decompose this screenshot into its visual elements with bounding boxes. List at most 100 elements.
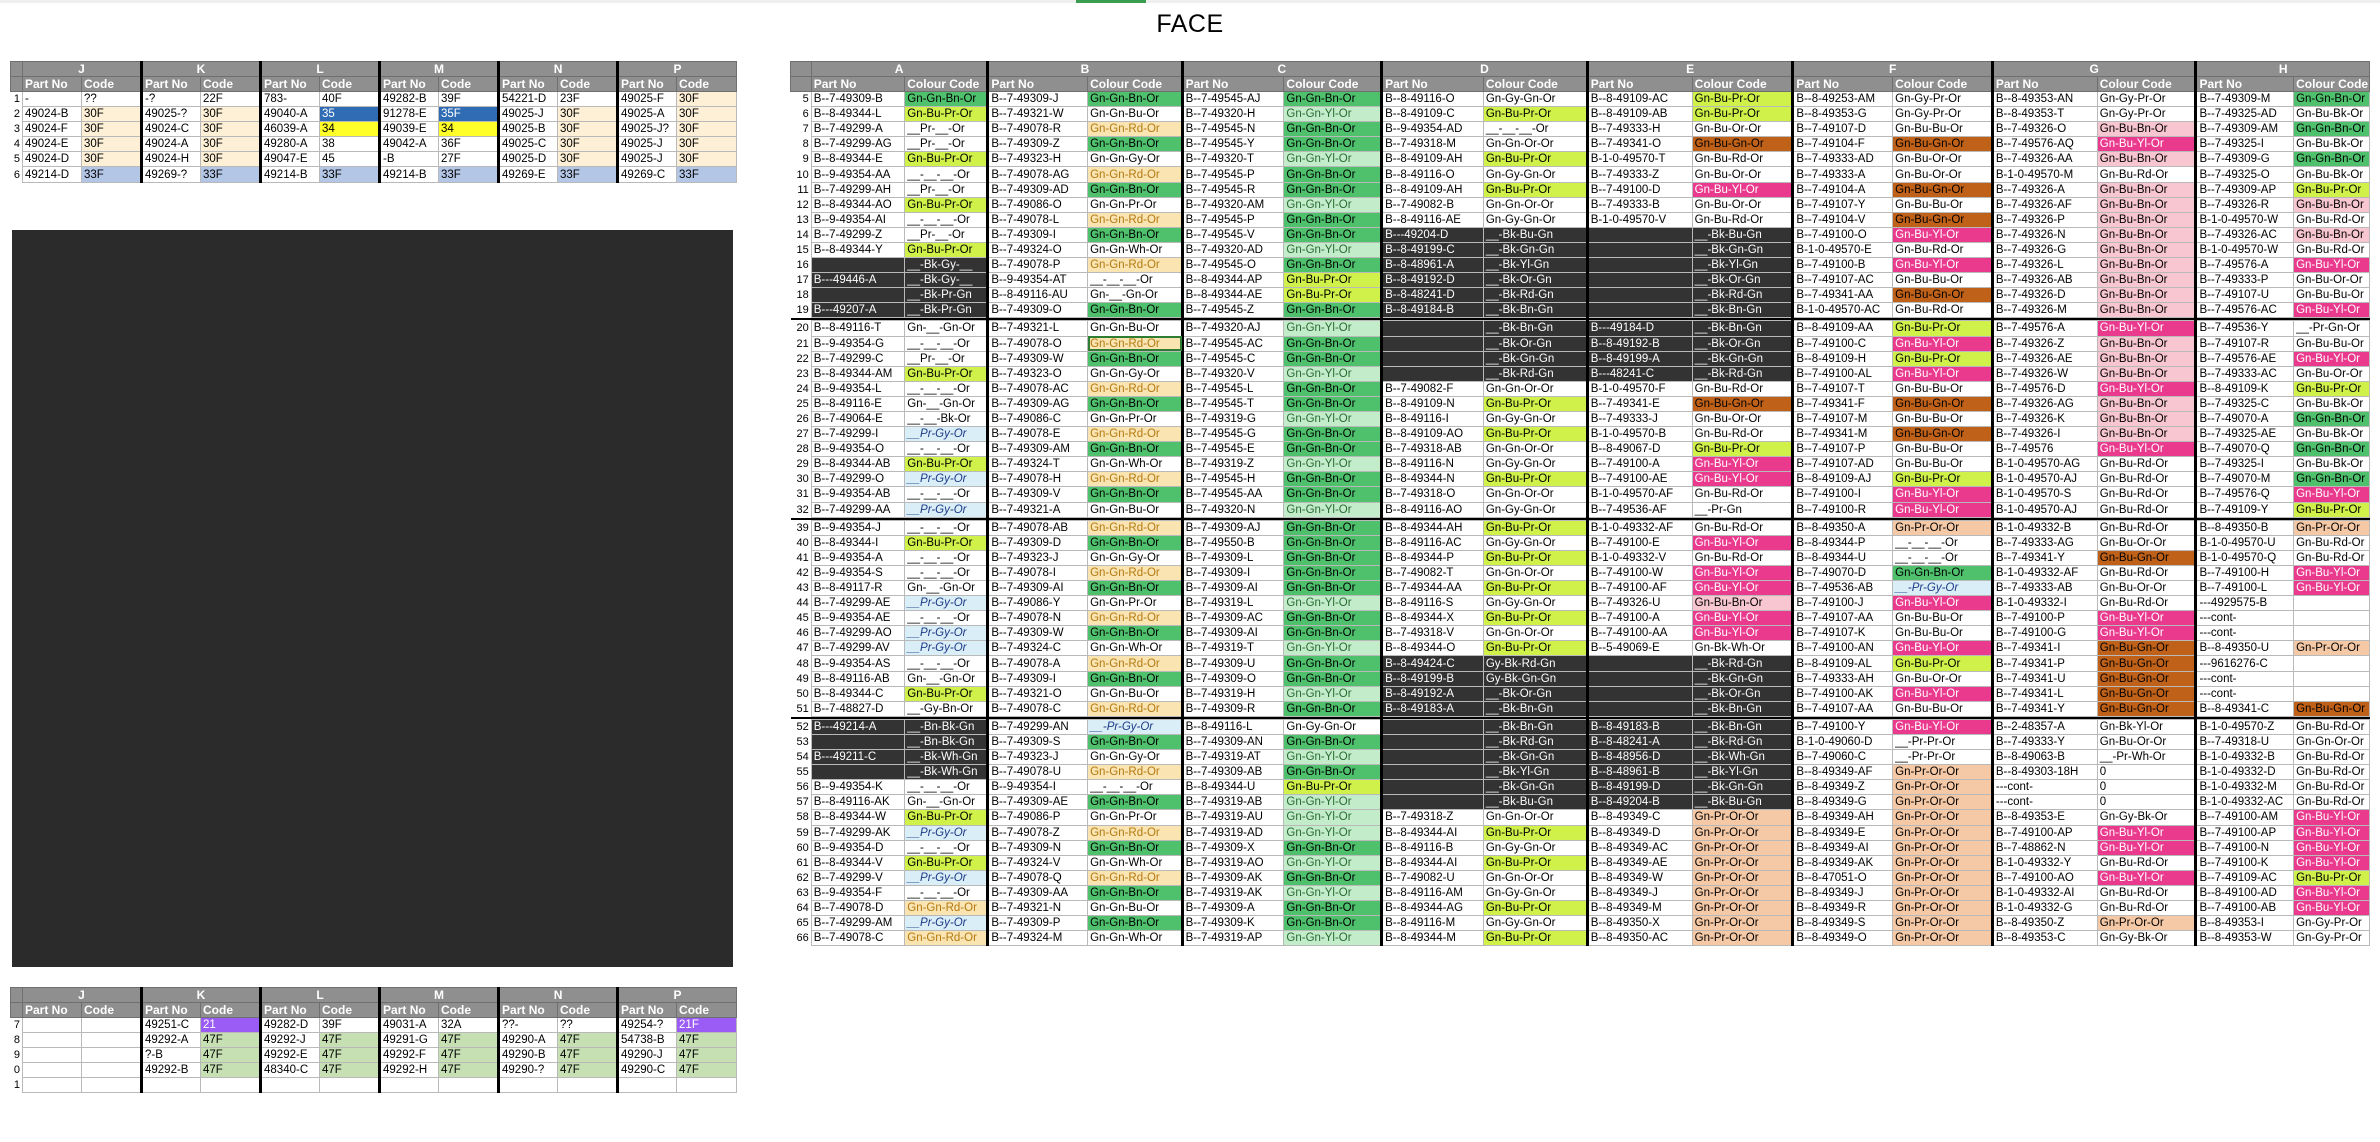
colour-code-cell[interactable]: Gn-Bu-Bu-Or <box>1892 380 1993 397</box>
colour-code-cell[interactable]: Gn-Bu-Pr-Or <box>904 365 989 382</box>
colour-code-cell[interactable]: 30F <box>81 121 142 138</box>
part-no-cell[interactable]: B--8-49349-S <box>1791 915 1894 932</box>
colour-code-cell[interactable]: Gn-Bu-Rd-Or <box>2096 884 2197 901</box>
part-no-cell[interactable]: 91278-E <box>378 106 440 123</box>
colour-code-cell[interactable]: Gn-Pr-Or-Or <box>1691 884 1794 901</box>
colour-code-cell[interactable]: __-Bn-Bk-Gn <box>904 733 989 751</box>
part-no-cell[interactable] <box>810 257 906 274</box>
part-no-cell[interactable]: B--7-49299-AM <box>810 915 906 932</box>
part-no-cell[interactable]: B--8-49344-AO <box>810 196 906 213</box>
part-no-cell[interactable]: B--7-49318-O <box>1380 486 1484 503</box>
part-no-cell[interactable]: B--7-49341-O <box>1585 136 1693 153</box>
colour-code-cell[interactable] <box>81 1077 142 1094</box>
row-number[interactable]: 6 <box>13 168 20 181</box>
colour-code-cell[interactable]: Gn-Gn-Bn-Or <box>1283 579 1383 597</box>
colour-code-cell[interactable]: Gn-Gn-Or-Or <box>1482 196 1588 213</box>
part-no-cell[interactable]: B--8-49349-AI <box>1791 839 1894 856</box>
colour-code-cell[interactable]: Gn-Bu-Yl-Or <box>1691 471 1794 488</box>
colour-code-cell[interactable]: Gn-Bu-Rd-Or <box>2293 241 2370 259</box>
part-no-cell[interactable]: B--7-49326-AE <box>1990 350 2098 367</box>
colour-code-cell[interactable]: Gn-Bu-Pr-Or <box>1482 106 1588 123</box>
column-header-k[interactable]: K <box>139 61 262 77</box>
colour-code-cell[interactable]: Gn-Gn-Rd-Or <box>1087 655 1183 672</box>
part-no-cell[interactable]: B--7-49326-L <box>1990 257 2098 274</box>
part-no-cell[interactable]: B-1-0-49332-AC <box>2194 794 2295 811</box>
part-no-cell[interactable]: B--8-49349-E <box>1791 824 1894 841</box>
colour-code-cell[interactable]: 39F <box>319 1016 381 1034</box>
colour-code-cell[interactable]: Gn-Gn-Gy-Or <box>1087 151 1183 168</box>
part-no-cell[interactable]: B--7-48827-D <box>810 700 906 717</box>
part-no-cell[interactable]: B--8-49344-O <box>1380 640 1484 657</box>
colour-code-cell[interactable]: Gn-Bu-Pr-Or <box>904 854 989 871</box>
part-no-cell[interactable]: B--8-49067-D <box>1585 441 1693 458</box>
colour-code-cell[interactable]: Gn-Gy-Bk-Or <box>2096 809 2197 826</box>
part-no-cell[interactable]: B--7-49318-M <box>1380 136 1484 153</box>
colour-code-cell[interactable]: 47F <box>557 1047 619 1064</box>
part-no-cell[interactable]: B--7-49109-Y <box>2194 501 2295 518</box>
part-no-cell[interactable]: B--7-49299-AK <box>810 824 906 841</box>
part-no-cell[interactable]: B--8-49349-Z <box>1791 779 1894 796</box>
colour-code-cell[interactable]: Gn-Gy-Pr-Or <box>2293 930 2370 947</box>
part-no-cell[interactable]: B--7-49326-G <box>1990 241 2098 259</box>
column-header-e[interactable]: E <box>1585 61 1794 77</box>
part-no-cell[interactable]: B--7-49100-Y <box>1791 718 1894 735</box>
colour-code-cell[interactable]: Gn-Bu-Bu-Or <box>1892 610 1993 627</box>
part-no-cell[interactable]: B--7-49326-P <box>1990 211 2098 228</box>
part-no-cell[interactable]: B--8-49424-C <box>1380 655 1484 672</box>
column-header-b[interactable]: B <box>986 61 1183 77</box>
part-no-cell[interactable]: B--8-49349-M <box>1585 899 1693 917</box>
part-no-cell[interactable]: B--7-49309-Z <box>986 136 1089 153</box>
part-no-cell[interactable]: B--7-49326-AA <box>1990 151 2098 168</box>
part-no-cell[interactable]: B--7-49070-D <box>1791 564 1894 582</box>
colour-code-cell[interactable]: Gn-Gn-Rd-Or <box>1087 121 1183 138</box>
row-number[interactable]: 25 <box>796 397 809 410</box>
part-no-cell[interactable] <box>1585 685 1693 702</box>
colour-code-cell[interactable]: __-Bk-Bn-Gn <box>1482 718 1588 735</box>
colour-code-cell[interactable]: Gn-Bu-Pr-Or <box>2293 181 2370 198</box>
part-no-cell[interactable]: B--7-49100-AO <box>1990 869 2098 886</box>
part-no-cell[interactable]: B--7-49309-AP <box>2194 181 2295 198</box>
colour-code-cell[interactable]: __-Bk-Bn-Gn <box>1691 718 1794 735</box>
part-no-cell[interactable]: B--7-49323-O <box>986 365 1089 382</box>
part-no-cell[interactable]: B--7-49309-AA <box>986 884 1089 901</box>
colour-code-cell[interactable]: Gn-Bu-Yl-Or <box>1892 365 1993 382</box>
row-number[interactable]: 28 <box>796 443 809 456</box>
part-no-cell[interactable]: B-1-0-49570-V <box>1585 211 1693 228</box>
part-no-cell[interactable]: B--7-49319-AB <box>1180 794 1285 811</box>
part-no-cell[interactable]: B-1-0-49570-AJ <box>1990 471 2098 488</box>
colour-code-cell[interactable]: 30F <box>81 106 142 123</box>
colour-code-cell[interactable]: __-Pr-Wh-Or <box>2096 749 2197 766</box>
colour-code-cell[interactable]: Gn-Bu-Yl-Or <box>1892 257 1993 274</box>
part-no-cell[interactable]: 49025-F <box>616 90 678 108</box>
row-number[interactable]: 23 <box>796 367 809 380</box>
colour-code-cell[interactable]: Gn-Gn-Gy-Or <box>1087 549 1183 566</box>
column-header-m[interactable]: M <box>378 61 500 77</box>
part-no-cell[interactable]: B--7-49326-R <box>2194 196 2295 213</box>
part-no-cell[interactable]: 49251-C <box>140 1016 201 1034</box>
colour-code-cell[interactable]: Gn-Gn-Bn-Or <box>1283 839 1383 856</box>
colour-code-cell[interactable]: Gn-Bu-Or-Or <box>1691 166 1794 183</box>
colour-code-cell[interactable]: 33F <box>81 166 142 183</box>
colour-code-cell[interactable]: Gn-Bu-Bu-Or <box>1892 121 1993 138</box>
colour-code-cell[interactable]: Gn-Pr-Or-Or <box>1691 915 1794 932</box>
colour-code-cell[interactable]: Gn-Bu-Bn-Or <box>2096 335 2197 352</box>
colour-code-cell[interactable]: Gn-Bu-Yl-Or <box>2293 579 2370 597</box>
colour-code-cell[interactable]: Gn-Bu-Pr-Or <box>2293 380 2370 397</box>
colour-code-cell[interactable]: Gn-Pr-Or-Or <box>1691 824 1794 841</box>
colour-code-cell[interactable]: Gn-Bu-Yl-Or <box>2096 625 2197 642</box>
part-no-cell[interactable]: 49025-? <box>140 106 201 123</box>
part-no-cell[interactable]: B--7-49576-A <box>1990 320 2098 337</box>
part-no-cell[interactable]: B--8-49116-T <box>810 320 906 337</box>
colour-code-cell[interactable]: Gn-Pr-Or-Or <box>1892 824 1993 841</box>
colour-code-cell[interactable]: Gn-Bu-Pr-Or <box>1482 426 1588 443</box>
colour-code-cell[interactable]: Gn-Gn-Bn-Or <box>1087 302 1183 319</box>
colour-code-cell[interactable]: 30F <box>81 151 142 168</box>
row-number[interactable]: 51 <box>796 702 809 715</box>
colour-code-cell[interactable]: 38 <box>319 136 381 153</box>
colour-code-cell[interactable]: Gn-Bu-Pr-Or <box>1283 272 1383 289</box>
colour-code-cell[interactable]: Gn-Bu-Pr-Or <box>1283 287 1383 304</box>
part-no-cell[interactable]: B-1-0-49570-M <box>1990 166 2098 183</box>
colour-code-cell[interactable]: __Pr-Gy-Or <box>904 595 989 612</box>
part-no-cell[interactable] <box>1380 320 1484 337</box>
part-no-cell[interactable]: B--7-49082-U <box>1380 869 1484 886</box>
